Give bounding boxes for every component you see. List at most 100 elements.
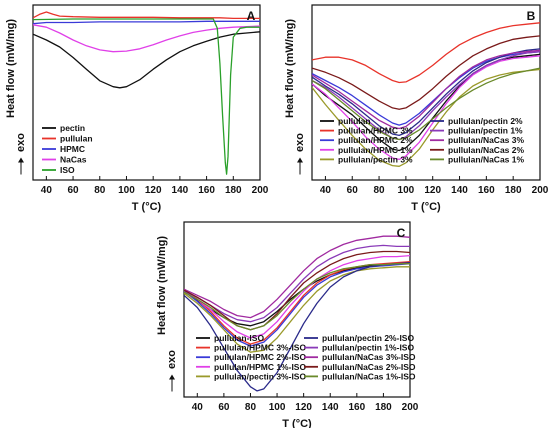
series-line-pullulan-hpmc-1-iso [184, 254, 410, 339]
legend-label: pullulan/HPMC 2% [338, 135, 413, 145]
x-tick-label: 80 [245, 402, 257, 413]
legend-label: HPMC [60, 144, 85, 154]
x-tick-label: 40 [192, 402, 204, 413]
exo-arrowhead-icon [169, 374, 175, 380]
exo-arrowhead-icon [297, 157, 303, 163]
series-line-pullulan-pectin-2-iso [184, 262, 410, 392]
series-group [33, 11, 260, 175]
series-line-pullulan-pectin-3- [312, 68, 540, 167]
x-tick-label: 160 [198, 185, 215, 196]
x-tick-label: 200 [252, 185, 269, 196]
legend-label: pullulan [60, 134, 93, 144]
plot-frame [183, 221, 411, 398]
legend-label: pullulan/pectin 1% [448, 126, 523, 136]
panel-c: 40 60 80 100 120 140 160 180 200 C T (°C) Heat flow… [156, 221, 419, 428]
x-tick-label: 180 [225, 185, 242, 196]
exo-label: exo [294, 133, 306, 152]
series-group [312, 22, 540, 167]
legend-label: pullulan/HPMC 2%-ISO [214, 352, 306, 362]
legend-label: pullulan [338, 116, 371, 126]
x-tick-label: 120 [295, 402, 312, 413]
x-tick-label: 100 [269, 402, 286, 413]
legend-label: pullulan/HPMC 1% [338, 145, 413, 155]
legend-label: pullulan/pectin 3%-ISO [214, 371, 306, 381]
x-tick-label: 200 [402, 402, 419, 413]
panel-b: 40 60 80 100 120 140 160 180 200 B T (°C) Heat flow… [284, 4, 549, 213]
x-tick-label: 60 [347, 185, 359, 196]
legend-label: pullulan/NaCas 3%-ISO [322, 352, 416, 362]
x-tick-label: 140 [172, 185, 189, 196]
legend-label: pullulan/NaCas 2%-ISO [322, 362, 416, 372]
x-tick-label: 80 [373, 185, 385, 196]
legend-label: pullulan/pectin 2% [448, 116, 523, 126]
x-tick-label: 40 [41, 185, 53, 196]
x-tick-label: 140 [322, 402, 339, 413]
x-axis-label: T (°C) [132, 201, 162, 213]
legend-label: pullulan/pectin 2%-ISO [322, 333, 414, 343]
panel-a: 40 60 80 100 120 140 160 180 200 A T (°C) Heat flow… [5, 4, 269, 213]
series-line-pullulan-pectin-1-iso [184, 244, 410, 323]
exo-label: exo [15, 133, 27, 152]
series-line-pullulan [33, 11, 260, 20]
plot-frame [32, 4, 261, 181]
plot-frame [311, 4, 541, 181]
x-tick-label: 60 [67, 185, 79, 196]
series-line-iso [33, 18, 260, 175]
x-tick-label: 200 [532, 185, 549, 196]
x-tick-label: 120 [424, 185, 441, 196]
series-line-pullulan-nacas-2-iso [184, 250, 410, 331]
x-tick-label: 60 [218, 402, 230, 413]
x-tick-label: 160 [348, 402, 365, 413]
x-tick-label: 160 [478, 185, 495, 196]
panel-label: A [247, 9, 256, 23]
x-tick-label: 80 [94, 185, 106, 196]
legend-label: pectin [60, 123, 85, 133]
x-tick-label: 100 [398, 185, 415, 196]
y-axis-label: Heat flow (mW/mg) [5, 19, 17, 118]
series-line-pectin [33, 31, 260, 89]
series-line-pullulan-nacas-2- [312, 35, 540, 110]
x-tick-label: 100 [118, 185, 135, 196]
panel-label: B [527, 9, 536, 23]
x-tick-label: 140 [451, 185, 468, 196]
legend-label: pullulan/NaCas 1% [448, 154, 524, 164]
series-group [184, 235, 410, 392]
series-line-pullulan-hpmc-3- [312, 22, 540, 84]
y-axis-label: Heat flow (mW/mg) [156, 236, 168, 335]
series-line-pullulan-nacas-3- [312, 49, 540, 130]
x-tick-label: 40 [320, 185, 332, 196]
series-line-nacas [33, 24, 260, 53]
legend-label: pullulan-ISO [214, 333, 264, 343]
series-line-pullulan-pectin-2- [312, 48, 540, 137]
series-line-pullulan-pectin-3-iso [184, 266, 410, 353]
legend-label: pullulan/NaCas 1%-ISO [322, 371, 416, 381]
legend-label: pullulan/HPMC 3% [338, 126, 413, 136]
x-axis-label: T (°C) [282, 418, 312, 428]
legend-label: pullulan/HPMC 1%-ISO [214, 362, 306, 372]
x-axis-label: T (°C) [411, 201, 441, 213]
x-tick-label: 120 [145, 185, 162, 196]
exo-label: exo [166, 350, 178, 369]
series-line-pullulan-hpmc-1- [312, 55, 540, 161]
legend-label: pullulan/pectin 1%-ISO [322, 343, 414, 353]
legend-label: pullulan/pectin 3% [338, 154, 413, 164]
panel-label: C [397, 226, 406, 240]
y-axis-label: Heat flow (mW/mg) [284, 19, 296, 118]
x-tick-label: 180 [375, 402, 392, 413]
legend-label: NaCas [60, 155, 87, 165]
legend-label: pullulan/NaCas 3% [448, 135, 524, 145]
series-line-pullulan-nacas-1-iso [184, 263, 410, 331]
legend-label: ISO [60, 165, 75, 175]
legend-label: pullulan/NaCas 2% [448, 145, 524, 155]
legend-label: pullulan/HPMC 3%-ISO [214, 343, 306, 353]
series-line-hpmc [33, 20, 260, 25]
series-line-pullulan-nacas-1- [312, 67, 540, 141]
series-line-pullulan-nacas-3-iso [184, 235, 410, 319]
series-line-pullulan-pectin-1- [312, 51, 540, 141]
exo-arrowhead-icon [18, 157, 24, 163]
x-tick-label: 180 [505, 185, 522, 196]
